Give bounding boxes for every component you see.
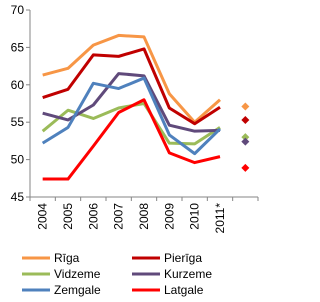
x-tick-label: 2011* [213, 203, 227, 234]
x-tick-label: 2008 [137, 203, 151, 230]
estimate-marker [241, 163, 250, 172]
y-tick-label: 70 [11, 3, 25, 17]
y-tick-label: 65 [11, 40, 25, 54]
x-tick-label: 2005 [61, 203, 75, 230]
series-line [42, 47, 221, 126]
x-tick-label: 2010 [188, 203, 202, 230]
series-line [42, 98, 221, 181]
series-line [42, 33, 221, 124]
legend-label: Vidzeme [54, 267, 101, 281]
legend-label: Zemgale [54, 283, 101, 297]
chart: 45 50 55 60 65 70 2004 2005 2006 2007 2008 2009 2010… [11, 3, 259, 297]
x-tick-label: 2007 [112, 203, 126, 230]
legend-label: Pierīga [164, 251, 202, 265]
estimate-marker [241, 133, 250, 142]
legend-label: Rīga [54, 251, 80, 265]
legend-label: Latgale [164, 283, 204, 297]
x-tick-label: 2004 [36, 203, 50, 230]
estimate-marker [241, 102, 250, 111]
y-tick-label: 45 [11, 190, 25, 204]
series-line [41, 76, 222, 156]
estimate-marker [241, 137, 250, 146]
y-tick-label: 55 [11, 115, 25, 129]
legend-label: Kurzeme [164, 267, 212, 281]
y-tick-label: 60 [11, 78, 25, 92]
x-tick-label: 2006 [86, 203, 100, 230]
x-tick-label: 2009 [162, 203, 176, 230]
estimate-marker [241, 115, 250, 124]
y-tick-label: 50 [11, 153, 25, 167]
legend: Rīga Pierīga Vidzeme Kurzeme Zemgale Latgale [22, 251, 212, 297]
